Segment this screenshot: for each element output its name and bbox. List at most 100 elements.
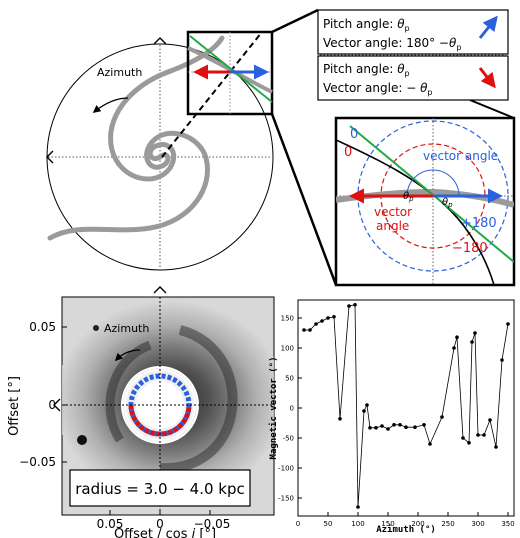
chart-data-point: [404, 425, 408, 430]
red-vector-angle-label-2: angle: [376, 219, 409, 233]
chart-data-point: [461, 436, 465, 440]
chart-xtick-label: 100: [351, 520, 364, 528]
chart-ytick-label: -50: [283, 435, 294, 443]
legend-top-line1: Pitch angle: θp: [323, 17, 410, 33]
legend-box-top: Pitch angle: θp Vector angle: 180° −θp: [317, 9, 509, 55]
chart-data-point: [494, 445, 498, 449]
magnetic-vector-chart: 0 50 100 150 200 250 300 350 -150 -100 -50 0 50 100 15…: [268, 299, 515, 535]
radial-dashed-line: [161, 31, 263, 158]
legend-blue-arrow-icon: [478, 15, 498, 39]
chart-ytick-label: 150: [281, 315, 294, 323]
blue-vector-angle-label: vector angle: [423, 149, 498, 163]
legend-red-arrow-icon: [478, 67, 496, 89]
chart-data-point: [368, 426, 372, 430]
chart-data-point: [365, 403, 369, 407]
chart-xtick-label: 0: [296, 520, 300, 528]
chart-ytick-label: 50: [285, 375, 294, 383]
chart-data-point: [320, 319, 324, 323]
chart-data-point: [356, 505, 360, 509]
chart-data-point: [302, 328, 306, 332]
red-zero-label: 0: [344, 145, 352, 160]
radius-caption-box: [69, 469, 251, 507]
chart-data-point: [380, 424, 384, 428]
chart-data-point: [422, 423, 426, 427]
red-vector-angle-label-1: vector: [374, 205, 412, 219]
chart-ytick-label: 100: [281, 345, 294, 353]
image-ytick-1: 0.05: [29, 320, 56, 334]
image-xtick-1: 0.05: [97, 517, 124, 531]
schematic-diagram: Azimuth: [46, 30, 274, 271]
inset-spiral-arm: [187, 46, 273, 94]
legend-bottom-line1: Pitch angle: θp: [323, 62, 410, 78]
radius-caption: radius = 3.0 − 4.0 kpc: [75, 480, 245, 498]
chart-data-point: [353, 303, 357, 307]
legend-bottom-line2: Vector angle: − θp: [323, 81, 433, 97]
chart-xtick-label: 50: [324, 520, 333, 528]
chart-data-point: [338, 417, 342, 421]
chart-plot-area: [297, 299, 515, 517]
chart-data-point: [374, 426, 378, 430]
image-xlabel: Offset / cos i [°]: [114, 527, 216, 538]
image-ylabel: Offset [°]: [7, 376, 22, 436]
plus-180-label: +180: [461, 216, 497, 231]
galaxy-star-2: [77, 435, 87, 445]
image-azimuth-label: Azimuth: [104, 322, 149, 335]
chart-data-point: [440, 415, 444, 419]
connector-bottom: [270, 113, 338, 286]
chart-xtick-label: 150: [381, 520, 394, 528]
chart-data-point: [398, 423, 402, 427]
chart-data-point: [470, 340, 474, 344]
chart-data-point: [482, 433, 486, 437]
inset-tangent-line: [189, 35, 273, 103]
chart-data-point: [476, 433, 480, 437]
minus-180-label: −180: [452, 241, 488, 256]
chart-ytick-label: -100: [278, 465, 294, 473]
chart-ylabel: Magnetic vector (°): [268, 357, 279, 460]
image-top-arrowhead: [153, 286, 167, 294]
chart-points: [302, 303, 510, 509]
chart-data-point: [488, 418, 492, 422]
chart-data-point: [428, 442, 432, 446]
image-xtick-3: −0.05: [194, 517, 231, 531]
chart-data-point: [500, 358, 504, 362]
chart-data-point: [362, 409, 366, 413]
chart-data-point: [467, 441, 471, 445]
left-axis-arrowhead: [46, 150, 54, 164]
chart-data-point: [386, 427, 390, 431]
chart-xlabel: Azimuth (°): [376, 524, 436, 535]
chart-data-point: [326, 316, 330, 320]
chart-data-point: [392, 423, 396, 427]
image-ytick-2: 0: [48, 398, 56, 412]
zoom-tangent-line: [349, 125, 514, 263]
chart-data-point: [347, 304, 351, 308]
chart-ytick-label: -150: [278, 495, 294, 503]
chart-data-point: [455, 335, 459, 340]
legend-top-line2: Vector angle: 180° −θp: [323, 36, 461, 52]
chart-data-point: [413, 425, 417, 430]
legend-box-bottom: Pitch angle: θp Vector angle: − θp: [317, 55, 509, 101]
image-xtick-2: 0: [156, 517, 164, 531]
connector-top: [271, 8, 319, 34]
chart-data-point: [473, 331, 477, 335]
galaxy-star-1: [93, 325, 99, 331]
image-ytick-3: −0.05: [19, 455, 56, 469]
blue-zero-label: 0: [350, 127, 358, 142]
chart-data-point: [506, 322, 510, 326]
azimuth-direction-arrow: [92, 97, 129, 113]
chart-ticks: 0 50 100 150 200 250 300 350 -150 -100 -50 0 50 100 15…: [278, 315, 515, 529]
theta-right-label: θp: [442, 197, 453, 209]
theta-left-label: θp: [403, 191, 414, 203]
chart-data-point: [308, 328, 312, 332]
image-azimuth-arrow: [114, 349, 141, 362]
schematic-azimuth-label: Azimuth: [97, 66, 142, 79]
vector-angle-arc: [406, 169, 460, 197]
chart-data-point: [332, 315, 336, 319]
top-axis-arrowhead: [153, 37, 167, 45]
galaxy-image-panel: Azimuth radius = 3.0 − 4.0 kpc 0.05 0 −0…: [7, 286, 275, 538]
chart-xtick-label: 350: [501, 520, 514, 528]
chart-xtick-label: 300: [471, 520, 484, 528]
chart-data-point: [452, 346, 456, 350]
chart-data-point: [314, 322, 318, 326]
spiral-arm-2: [108, 35, 225, 182]
